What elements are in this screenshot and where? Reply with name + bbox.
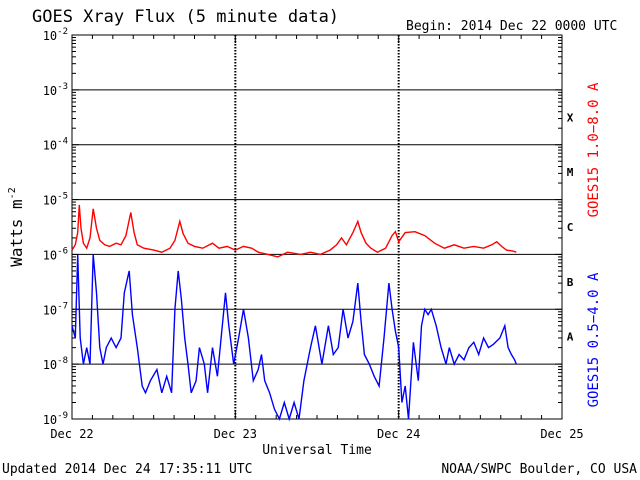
y-tick-label: 10-8 xyxy=(43,356,68,372)
plot-area: 10-910-810-710-610-510-410-310-2 Dec 22 D… xyxy=(43,27,584,441)
y-tick-label-base: 10 xyxy=(43,84,57,98)
y-tick-label-base: 10 xyxy=(43,139,57,153)
svg-text:Watts m-2: Watts m-2 xyxy=(7,187,26,266)
x-axis-label: Universal Time xyxy=(262,443,372,458)
legend-entry: GOES15 1.0−8.0 A xyxy=(586,82,602,217)
flare-class-label: C xyxy=(567,221,574,234)
y-tick-label: 10-6 xyxy=(43,246,68,262)
y-tick-label-exponent: -7 xyxy=(57,301,68,311)
x-axis-ticks: Dec 22 Dec 23 Dec 24 Dec 25 xyxy=(50,35,584,441)
y-axis-label-exponent: -2 xyxy=(7,187,18,199)
y-tick-label-base: 10 xyxy=(43,29,57,43)
credit-text: NOAA/SWPC Boulder, CO USA xyxy=(441,462,637,477)
y-tick-label: 10-3 xyxy=(43,82,68,98)
grid-lines xyxy=(72,89,562,365)
y-tick-label: 10-9 xyxy=(43,411,68,427)
x-tick-label: Dec 25 xyxy=(540,427,583,441)
y-tick-label: 10-7 xyxy=(43,301,68,317)
y-tick-label: 10-5 xyxy=(43,192,68,208)
plot-frame xyxy=(71,34,563,420)
legend-entry: GOES15 0.5−4.0 A xyxy=(586,272,602,407)
y-tick-label-base: 10 xyxy=(43,358,57,372)
updated-timestamp: Updated 2014 Dec 24 17:35:11 UTC xyxy=(2,462,252,477)
y-axis-label-text: Watts m xyxy=(7,199,26,266)
y-axis-ticks: 10-910-810-710-610-510-410-310-2 xyxy=(43,27,562,427)
flare-class-label: M xyxy=(567,166,574,179)
flare-class-label: B xyxy=(567,276,574,289)
y-tick-label-base: 10 xyxy=(43,194,57,208)
y-tick-label-exponent: -8 xyxy=(57,356,68,366)
y-tick-label-exponent: -2 xyxy=(57,27,68,37)
y-tick-label: 10-2 xyxy=(43,27,68,43)
begin-label: Begin: 2014 Dec 22 0000 UTC xyxy=(406,19,617,34)
y-tick-label-base: 10 xyxy=(43,248,57,262)
legend: GOES15 1.0−8.0 A GOES15 0.5−4.0 A xyxy=(586,82,602,407)
flare-class-label: X xyxy=(567,111,574,124)
y-tick-label: 10-4 xyxy=(43,137,68,153)
y-tick-label-exponent: -4 xyxy=(57,137,68,147)
x-tick-label: Dec 23 xyxy=(214,427,257,441)
x-tick-label: Dec 22 xyxy=(50,427,93,441)
flare-class-label: A xyxy=(567,331,574,344)
y-tick-label-base: 10 xyxy=(43,413,57,427)
x-tick-label: Dec 24 xyxy=(377,427,420,441)
y-tick-label-exponent: -6 xyxy=(57,246,68,256)
chart-title: GOES Xray Flux (5 minute data) xyxy=(32,7,339,27)
y-tick-label-exponent: -5 xyxy=(57,192,68,202)
series-line-long xyxy=(71,204,517,258)
y-axis-label: Watts m-2 xyxy=(7,187,26,266)
flare-class-labels: X M C B A xyxy=(567,111,574,343)
y-tick-label-base: 10 xyxy=(43,303,57,317)
y-tick-label-exponent: -3 xyxy=(57,82,68,92)
day-dividers xyxy=(234,35,400,419)
series-line-short xyxy=(71,254,517,422)
y-tick-label-exponent: -9 xyxy=(57,411,68,421)
